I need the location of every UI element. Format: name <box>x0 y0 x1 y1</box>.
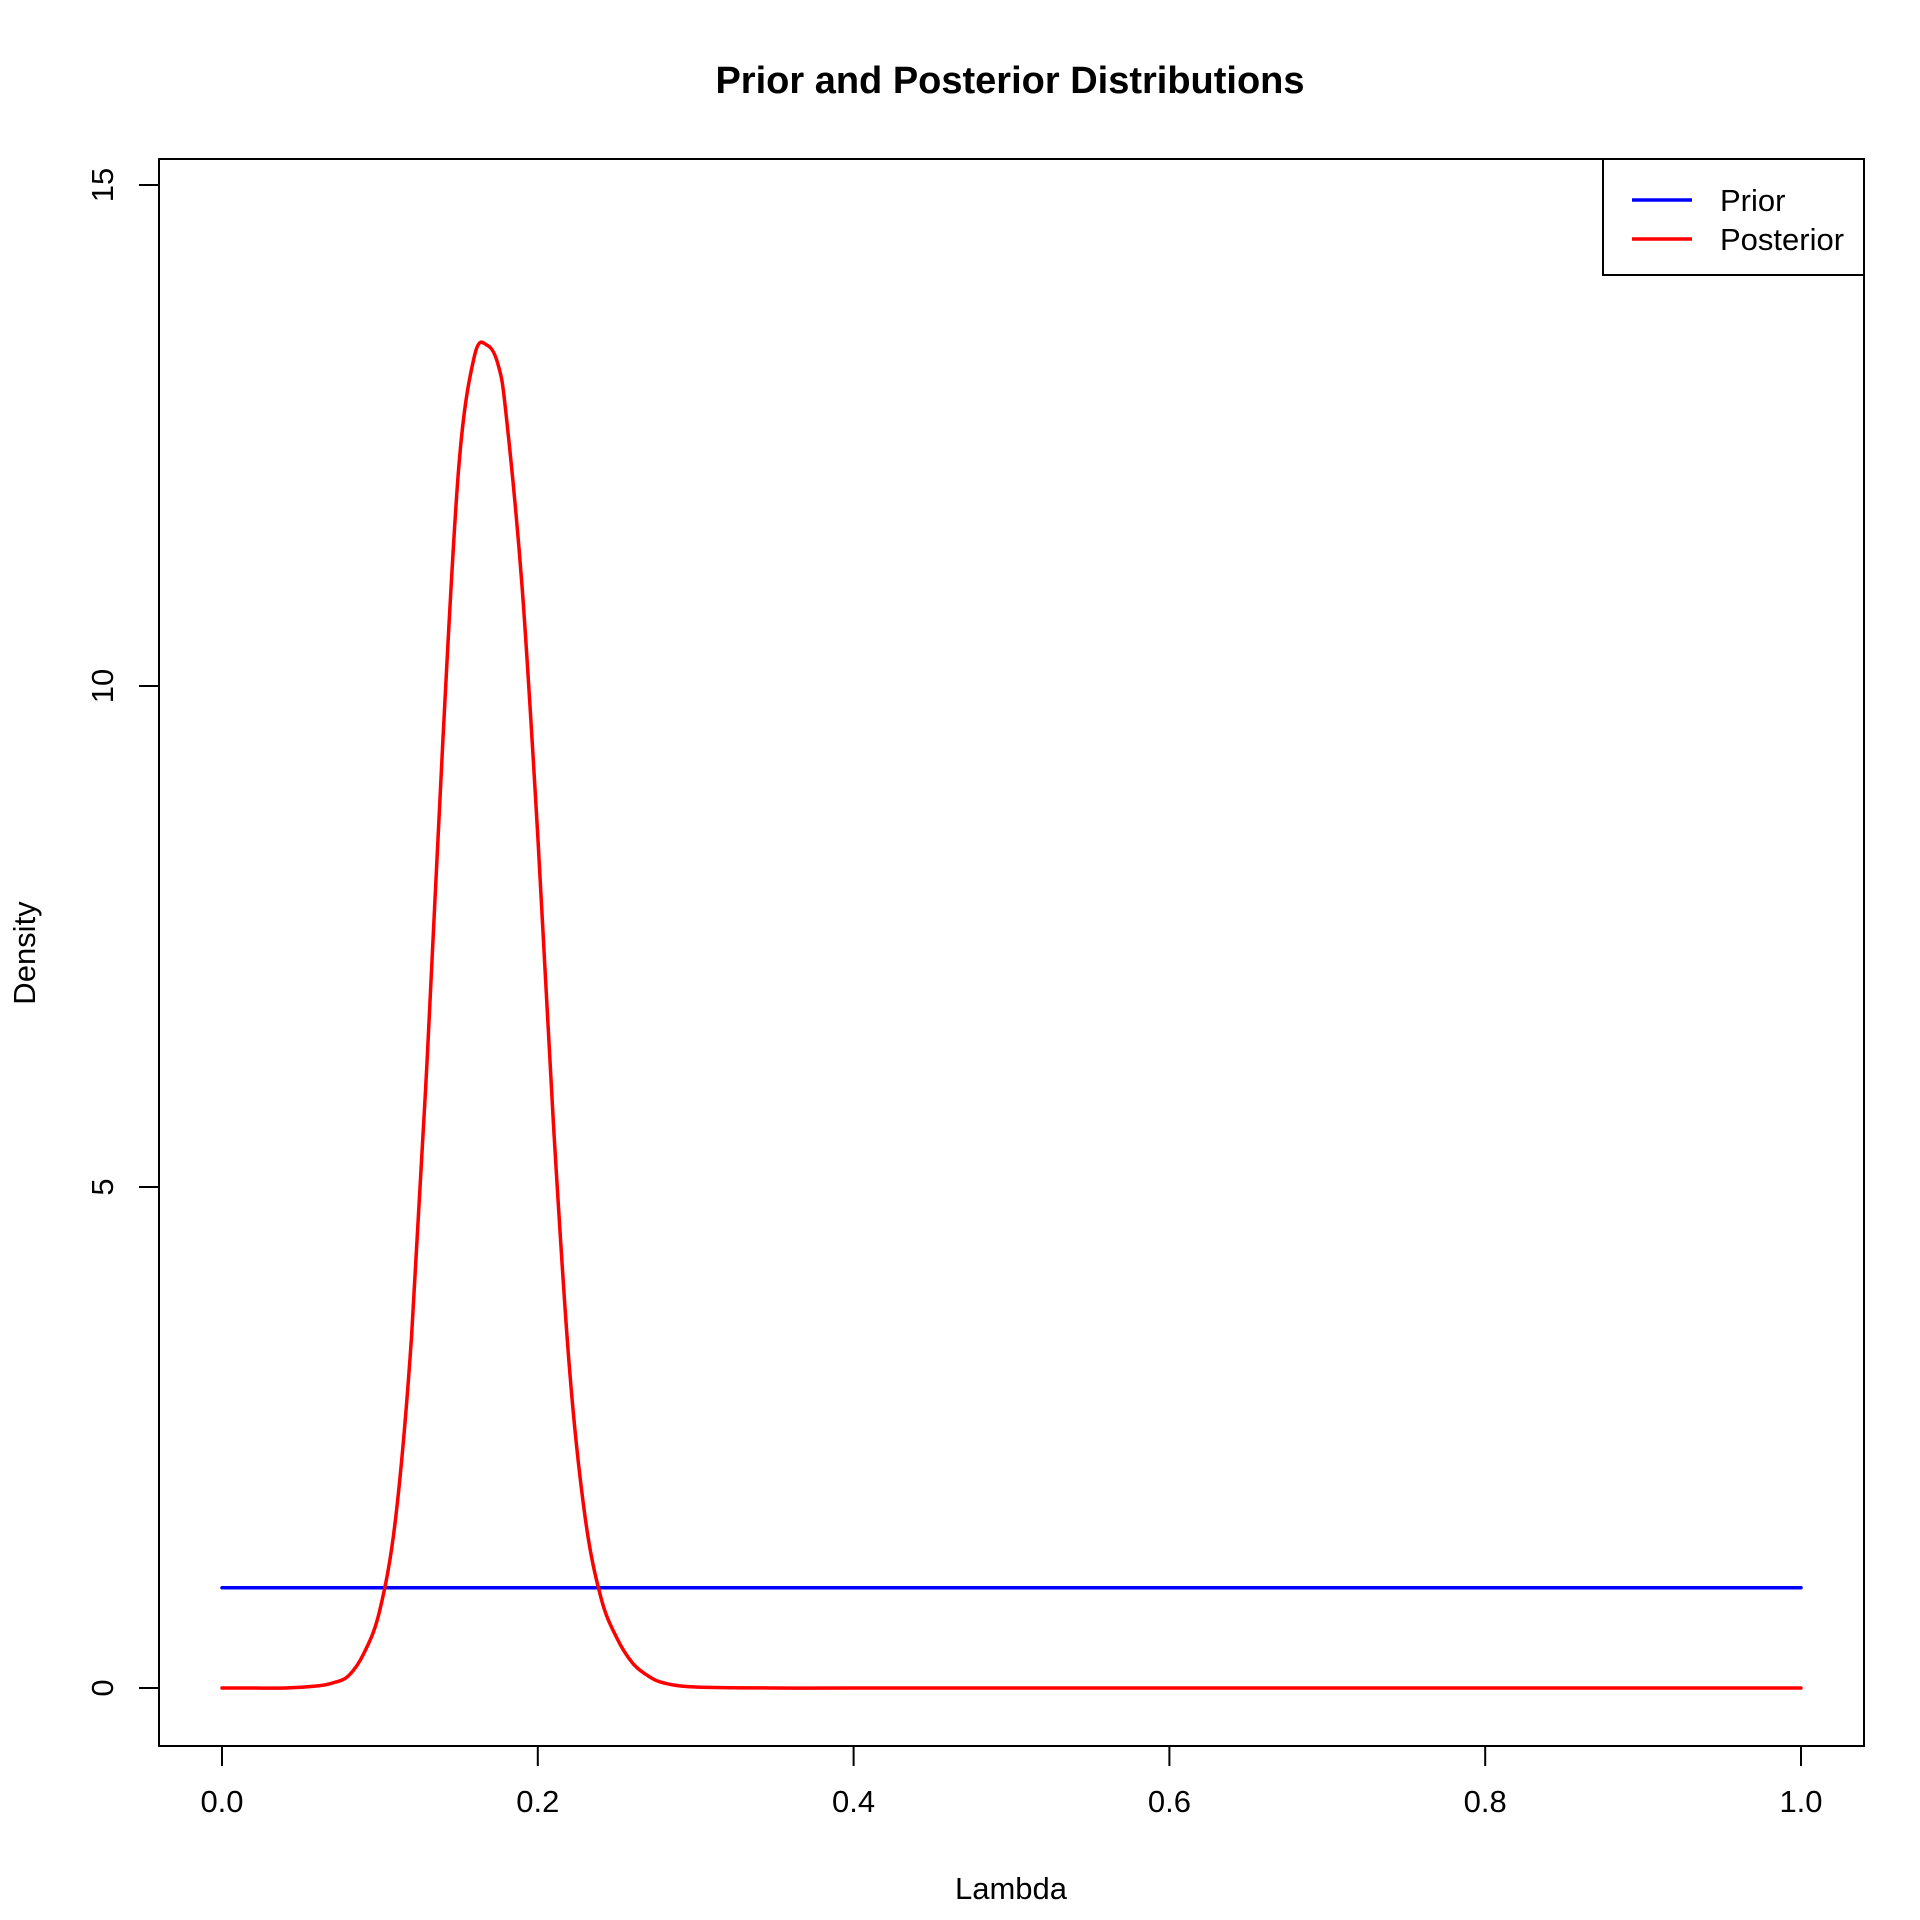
y-tick-label: 15 <box>85 168 120 202</box>
chart-title: Prior and Posterior Distributions <box>715 60 1304 102</box>
x-tick-label: 0.6 <box>1148 1784 1191 1819</box>
y-axis: 0 5 10 15 <box>85 168 160 1697</box>
legend-box <box>1602 158 1865 276</box>
y-axis-label: Density <box>7 901 42 1005</box>
x-tick-label: 0.0 <box>200 1784 243 1819</box>
plot-frame <box>158 158 1865 1747</box>
y-tick-label: 10 <box>85 669 120 703</box>
x-tick-label: 0.8 <box>1464 1784 1507 1819</box>
x-tick-label: 0.2 <box>516 1784 559 1819</box>
legend-label-prior: Prior <box>1720 183 1785 218</box>
series-line-posterior <box>220 340 1803 1690</box>
series-layer <box>220 340 1803 1690</box>
x-axis-label: Lambda <box>955 1871 1068 1906</box>
x-axis: 0.0 0.2 0.4 0.6 0.8 1.0 <box>200 1745 1823 1819</box>
x-tick-label: 1.0 <box>1779 1784 1822 1819</box>
legend-label-posterior: Posterior <box>1720 222 1844 257</box>
y-tick-label: 0 <box>85 1679 120 1696</box>
x-tick-label: 0.4 <box>832 1784 875 1819</box>
y-tick-label: 5 <box>85 1178 120 1195</box>
legend: Prior Posterior <box>1602 158 1865 276</box>
